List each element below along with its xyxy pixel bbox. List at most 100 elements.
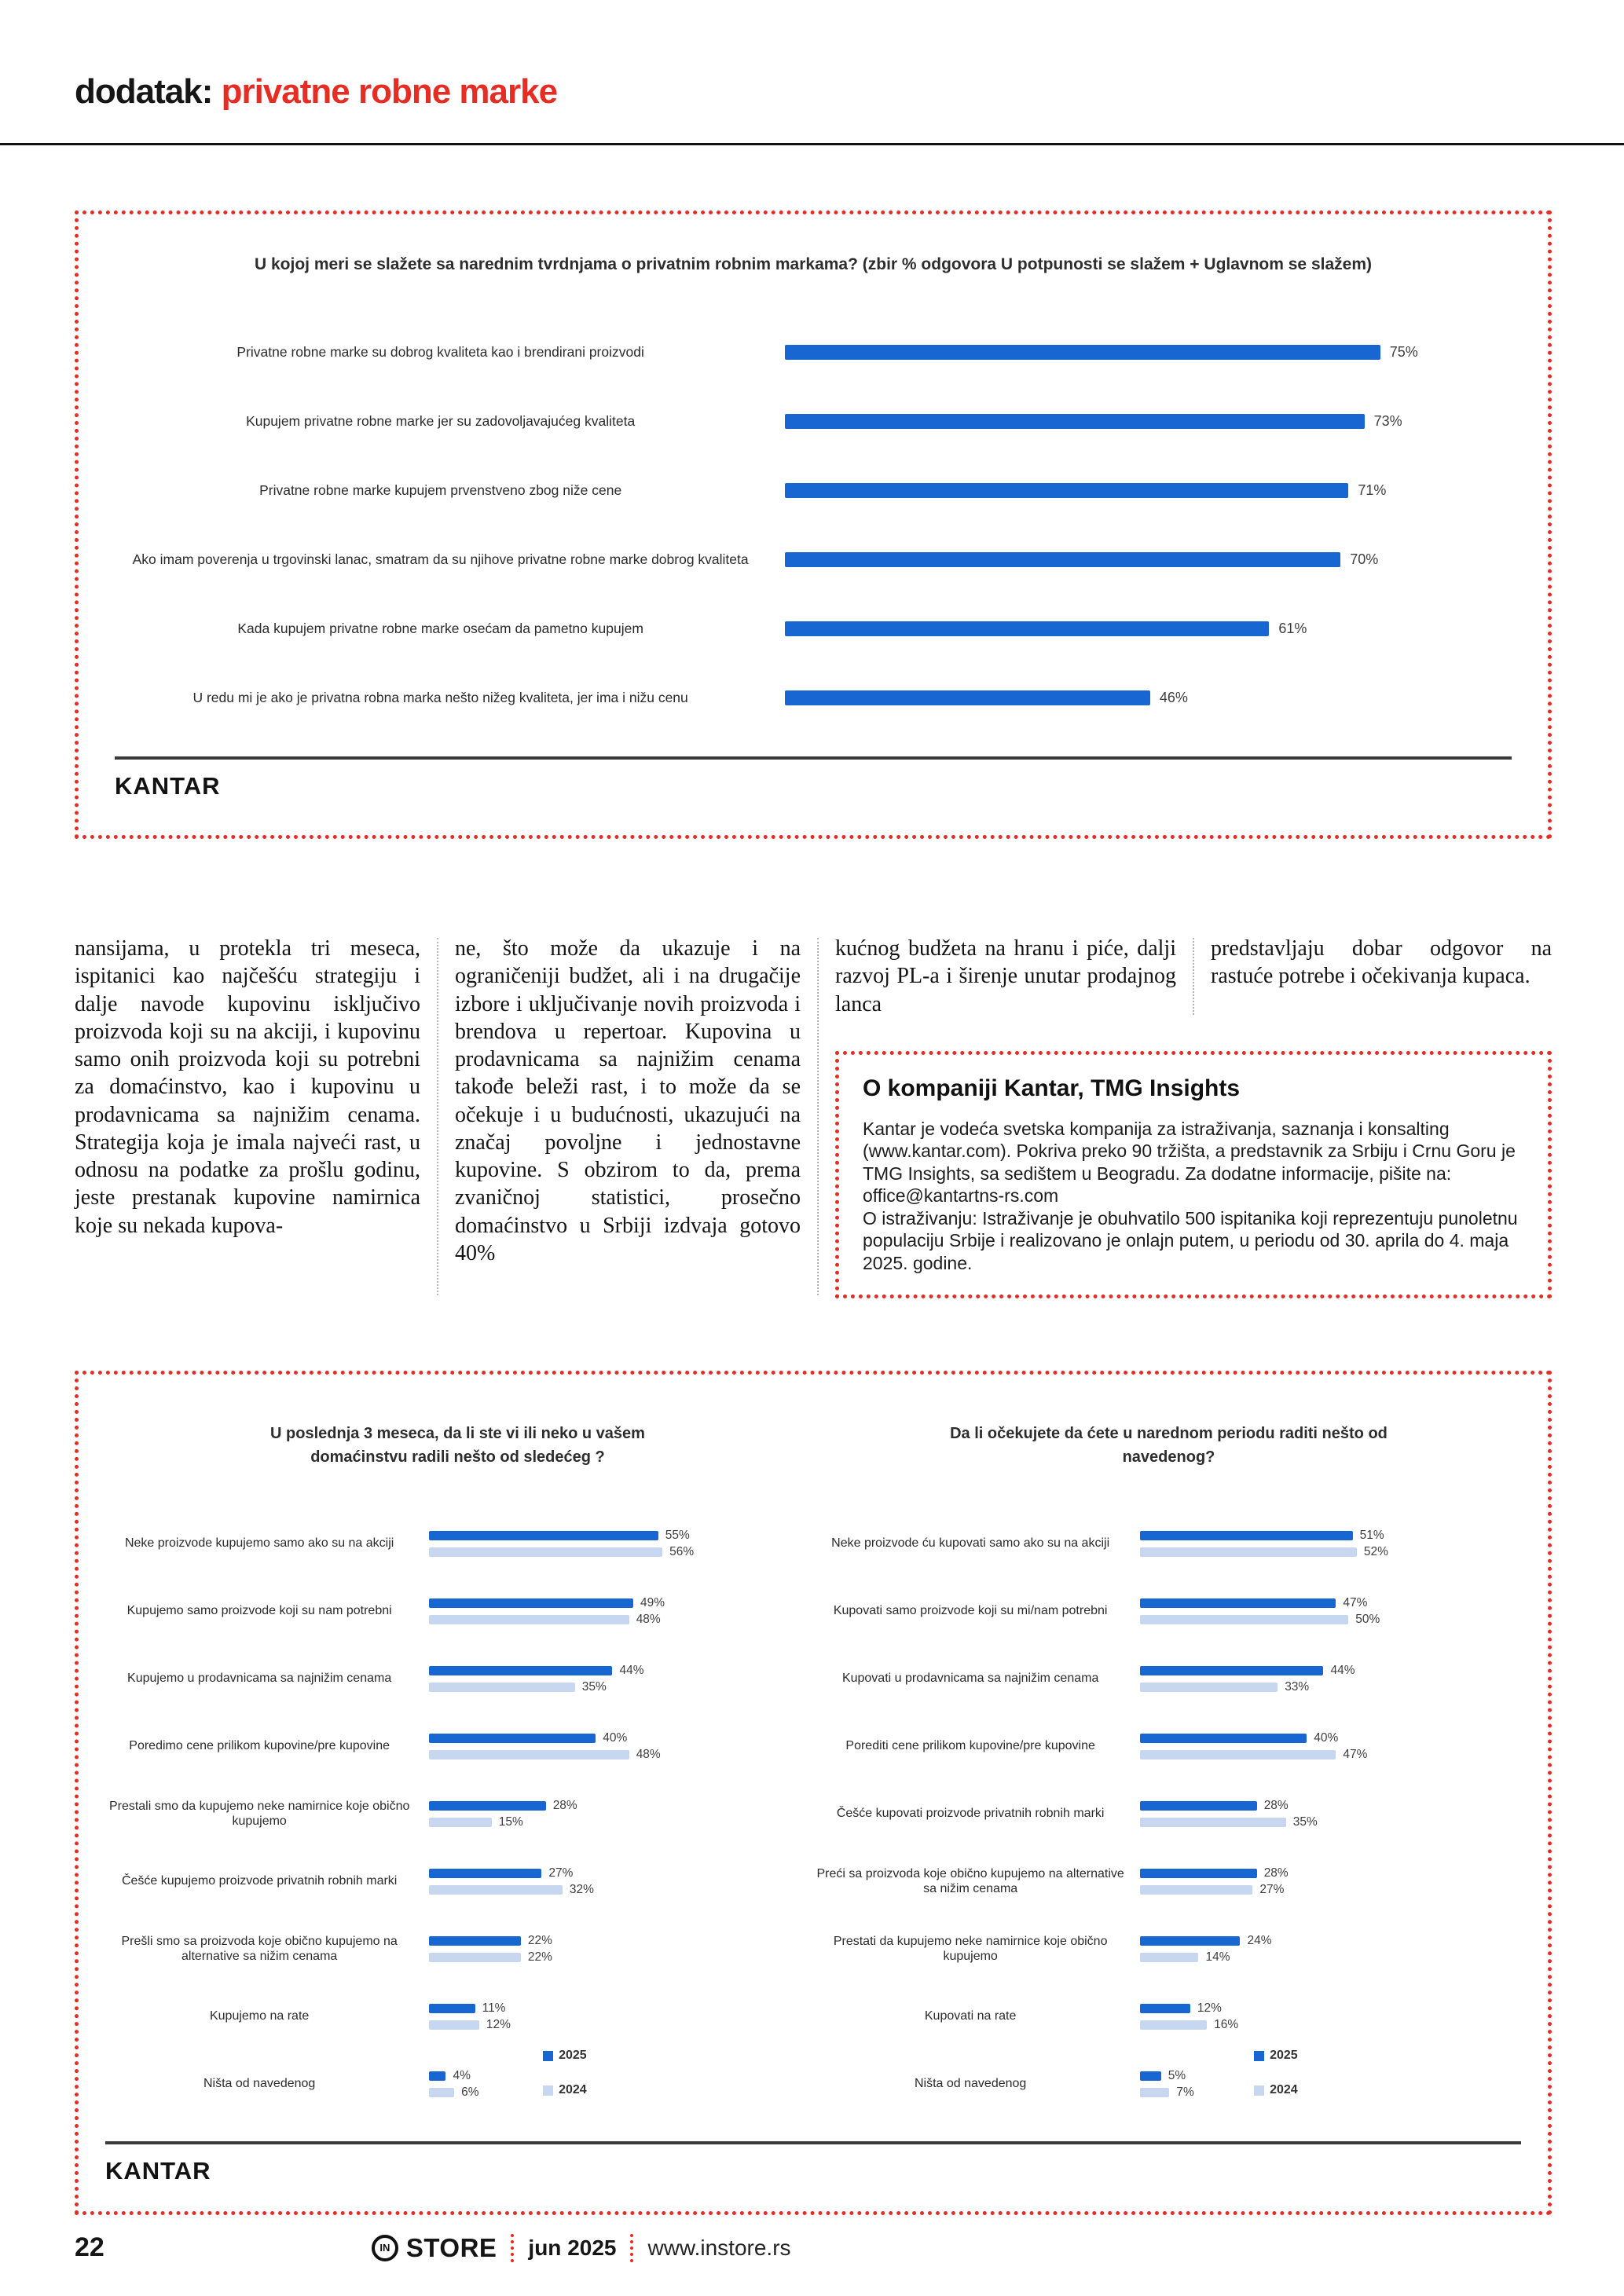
bar-group: 28% 27% xyxy=(1140,1864,1524,1899)
value-bar-2024 xyxy=(1140,1614,1349,1624)
about-box-paragraph-2: O istraživanju: Istraživanje je obuhvati… xyxy=(863,1207,1518,1273)
bar-line-2024: 22% xyxy=(429,1950,813,1965)
value-bar-2024 xyxy=(1140,1884,1253,1895)
value-bar-2024 xyxy=(1140,1749,1336,1760)
category-label: U redu mi je ako je privatna robna marka… xyxy=(192,689,688,705)
category-label: Neke proizvode kupujemo samo ako su na a… xyxy=(124,1536,394,1551)
agree-chart-row: Ako imam poverenja u trgovinski lanac, s… xyxy=(112,525,1515,595)
about-box-heading: O kompaniji Kantar, TMG Insights xyxy=(863,1075,1241,1101)
category-label: Preći sa proizvoda koje obično kupujemo … xyxy=(816,1866,1124,1895)
bar-value-label: 7% xyxy=(1176,2085,1194,2099)
category-label: Kupovati samo proizvode koji su mi/nam p… xyxy=(833,1604,1108,1618)
agree-chart-row: U redu mi je ako je privatna robna marka… xyxy=(112,664,1515,733)
category-label: Porediti cene prilikom kupovine/pre kupo… xyxy=(845,1739,1095,1753)
category-label: Poredimo cene prilikom kupovine/pre kupo… xyxy=(129,1739,390,1753)
bar-group: 44% 33% xyxy=(1140,1661,1524,1697)
category-label: Češće kupujemo proizvode privatnih robni… xyxy=(121,1874,398,1888)
value-bar-2024 xyxy=(1140,2087,1170,2097)
bar-track: 46% xyxy=(785,690,1515,706)
footer-separator xyxy=(630,2233,634,2262)
chart-row: Porediti cene prilikom kupovine/pre kupo… xyxy=(813,1712,1524,1780)
bar-value-label: 28% xyxy=(552,1798,577,1812)
category-label: Ništa od navedenog xyxy=(203,2077,316,2091)
bar-line-2024: 50% xyxy=(1140,1613,1524,1627)
page-footer: 22 IN STORE jun 2025 www.instore.rs xyxy=(75,2232,1552,2263)
article-column-2: ne, što može da ukazuje i na ograničenij… xyxy=(455,936,801,1265)
about-box-paragraph-1: Kantar je vodeća svetska kompanija za is… xyxy=(863,1118,1516,1207)
bar-group: 49% 48% xyxy=(429,1594,813,1629)
chart-row: Poredimo cene prilikom kupovine/pre kupo… xyxy=(102,1712,813,1780)
bar-value-label: 4% xyxy=(453,2068,471,2082)
value-bar-2024 xyxy=(1140,1952,1199,1962)
value-bar-2024 xyxy=(429,1614,629,1624)
bar-value-label: 73% xyxy=(1373,413,1402,429)
chart-baseline xyxy=(115,756,1512,760)
value-bar-2025 xyxy=(429,1935,521,1946)
bar-line-2025: 40% xyxy=(429,1731,813,1745)
bar-line-2024: 27% xyxy=(1140,1883,1524,1897)
bar-value-label: 28% xyxy=(1263,1798,1289,1812)
bar-value-label: 48% xyxy=(636,1612,661,1626)
legend-item-2025: 2025 xyxy=(1254,2049,1298,2063)
chart-row: Prestali smo da kupujemo neke namirnice … xyxy=(102,1780,813,1847)
category-label: Kupujemo na rate xyxy=(209,2009,310,2023)
value-bar-2024 xyxy=(429,2087,455,2097)
chart-row: Kupujemo na rate 11% 12% xyxy=(102,1983,813,2050)
bar-value-label: 35% xyxy=(1292,1814,1318,1829)
value-bar-2025 xyxy=(429,1733,596,1743)
chart-row: Kupovati u prodavnicama sa najnižim cena… xyxy=(813,1645,1524,1712)
agree-chart-row: Kupujem privatne robne marke jer su zado… xyxy=(112,387,1515,456)
bar-value-label: 22% xyxy=(527,1950,552,1964)
category-label: Prestati da kupujemo neke namirnice koje… xyxy=(833,1934,1108,1963)
value-bar-2024 xyxy=(429,1817,492,1827)
instore-circle-icon: IN xyxy=(371,2234,398,2261)
category-label: Kupujem privatne robne marke jer su zado… xyxy=(246,412,636,429)
bar-value-label: 47% xyxy=(1343,1747,1368,1761)
expectations-chart-rows: Neke proizvode ću kupovati samo ako su n… xyxy=(813,1510,1524,2118)
past-3-months-chart-title: U poslednja 3 meseca, da li ste vi ili n… xyxy=(270,1425,645,1466)
value-bar-2025 xyxy=(1140,1598,1336,1608)
article-column-4: predstavljaju dobar odgovor na rastuće p… xyxy=(1211,936,1552,989)
bar-group: 5% 7% xyxy=(1140,2067,1524,2102)
bar-line-2025: 12% xyxy=(1140,2001,1524,2016)
bar-value-label: 40% xyxy=(1314,1730,1339,1745)
bar-group: 4% 6% xyxy=(429,2067,813,2102)
bar-line-2025: 49% xyxy=(429,1596,813,1610)
bar-value-label: 49% xyxy=(640,1595,665,1609)
category-label: Privatne robne marke kupujem prvenstveno… xyxy=(259,482,622,498)
bar-track: 61% xyxy=(785,621,1515,637)
bar-group: 40% 48% xyxy=(429,1729,813,1764)
bar-track: 73% xyxy=(785,413,1515,430)
value-bar-2024 xyxy=(1140,1547,1357,1557)
past-3-months-chart: U poslednja 3 meseca, da li ste vi ili n… xyxy=(102,1395,813,2118)
bar-line-2024: 48% xyxy=(429,1613,813,1627)
bar-value-label: 32% xyxy=(569,1882,594,1896)
bar-line-2025: 4% xyxy=(429,2069,813,2083)
about-kantar-box: O kompaniji Kantar, TMG Insights Kantar … xyxy=(835,1050,1552,1299)
bar-group: 27% 32% xyxy=(429,1864,813,1899)
chart-legend: 2025 2024 xyxy=(543,2028,587,2097)
website-url: www.instore.rs xyxy=(647,2235,791,2260)
bar-value-label: 24% xyxy=(1247,1933,1272,1947)
value-bar-2025 xyxy=(1140,2071,1161,2081)
page-title: dodatak: privatne robne marke xyxy=(75,72,558,112)
legend-swatch-2025 xyxy=(1254,2050,1265,2061)
legend-label: 2024 xyxy=(559,2083,587,2096)
chart-row: Kupujemo samo proizvode koji su nam potr… xyxy=(102,1577,813,1645)
bar-value-label: 44% xyxy=(1330,1663,1355,1677)
bar-value-label: 5% xyxy=(1168,2068,1186,2082)
value-bar xyxy=(785,345,1380,360)
bar-group: 28% 15% xyxy=(429,1796,813,1832)
bar-line-2024: 48% xyxy=(429,1748,813,1762)
chart-legend: 2025 2024 xyxy=(1254,2028,1298,2097)
article-column-1: nansijama, u protekla tri meseca, ispita… xyxy=(75,936,420,1238)
article-right-half: kućnog budžeta na hranu i piće, dalji ra… xyxy=(835,935,1552,1299)
category-label: Privatne robne marke su dobrog kvaliteta… xyxy=(236,343,644,360)
bar-value-label: 55% xyxy=(665,1528,690,1542)
bar-track: 70% xyxy=(785,551,1515,568)
agree-chart-row: Kada kupujem privatne robne marke osećam… xyxy=(112,595,1515,664)
chart-row: Ništa od navedenog 4% 6% xyxy=(102,2050,813,2118)
legend-item-2024: 2024 xyxy=(1254,2083,1298,2097)
value-bar-2025 xyxy=(429,1598,633,1608)
chart-row: Kupujemo u prodavnicama sa najnižim cena… xyxy=(102,1645,813,1712)
